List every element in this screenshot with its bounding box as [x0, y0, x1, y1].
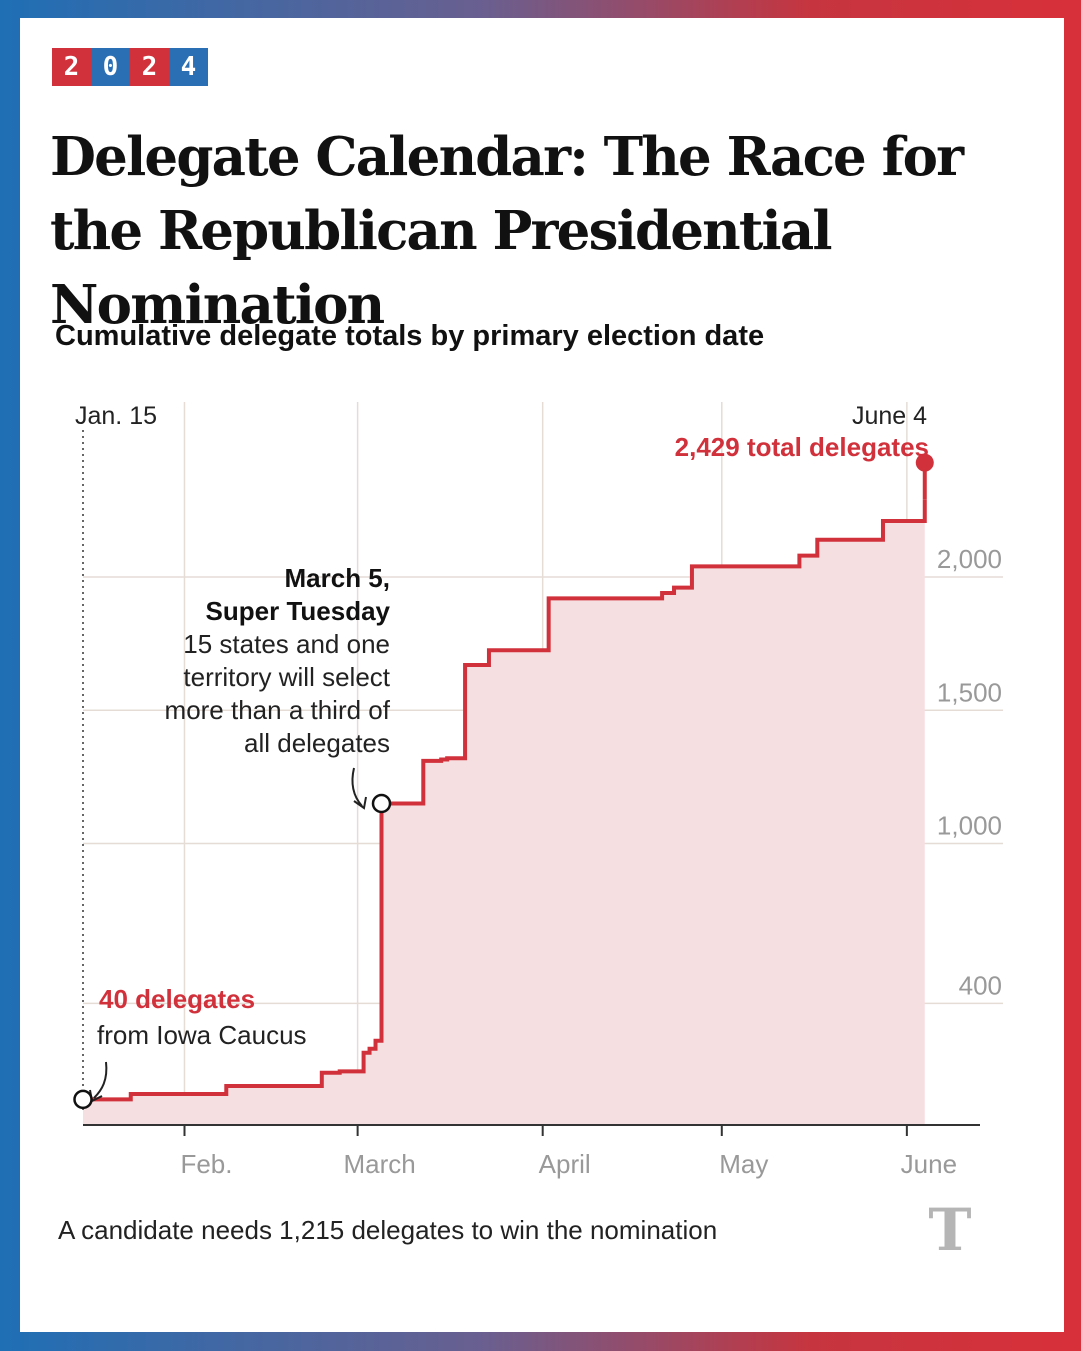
- delegate-line: [83, 499, 927, 1102]
- x-tick-label: May: [719, 1149, 768, 1179]
- iowa-point: [73, 1089, 93, 1110]
- footnote: A candidate needs 1,215 delegates to win…: [58, 1215, 718, 1245]
- iowa-arrow: [93, 1061, 108, 1099]
- page-title: Delegate Calendar: The Race for the Repu…: [50, 126, 964, 336]
- nyt-logo: T: [928, 1196, 972, 1264]
- super-tuesday-text: 15 states and one: [183, 629, 390, 659]
- super-tuesday-text: all delegates: [244, 728, 390, 758]
- end-date-label: June 4: [852, 402, 927, 430]
- iowa-title: 40 delegates: [99, 984, 255, 1014]
- super-tuesday-point: [371, 793, 392, 814]
- x-tick-label: March: [343, 1149, 415, 1179]
- end-value-label: 2,429 total delegates: [675, 432, 929, 462]
- iowa-text: from Iowa Caucus: [97, 1020, 307, 1050]
- year-digit: 2: [52, 48, 91, 86]
- x-tick-label: June: [901, 1149, 957, 1179]
- super-tuesday-title: March 5,: [285, 563, 391, 593]
- super-tuesday-note: March 5, Super Tuesday 15 states and one…: [165, 563, 391, 758]
- y-tick-label: 400: [959, 970, 1002, 1000]
- super-tuesday-arrow: [351, 767, 363, 807]
- x-tick-label: April: [539, 1149, 591, 1179]
- start-date-label: Jan. 15: [75, 402, 157, 430]
- y-tick-label: 2,000: [937, 544, 1002, 574]
- x-tick-label: Feb.: [180, 1149, 232, 1179]
- y-tick-label: 1,500: [937, 677, 1002, 707]
- super-tuesday-title: Super Tuesday: [206, 596, 391, 626]
- year-digit: 2: [130, 48, 169, 86]
- super-tuesday-arrowhead: [353, 796, 367, 810]
- chart-subtitle: Cumulative delegate totals by primary el…: [55, 320, 765, 352]
- end-point: [915, 453, 934, 472]
- delegate-area: [83, 499, 925, 1126]
- year-digit: 0: [91, 48, 130, 86]
- super-tuesday-text: more than a third of: [165, 695, 391, 725]
- y-tick-label: 1,000: [937, 811, 1002, 841]
- year-badge: 2 0 2 4: [52, 48, 208, 86]
- year-digit: 4: [169, 48, 208, 86]
- super-tuesday-text: territory will select: [183, 662, 390, 692]
